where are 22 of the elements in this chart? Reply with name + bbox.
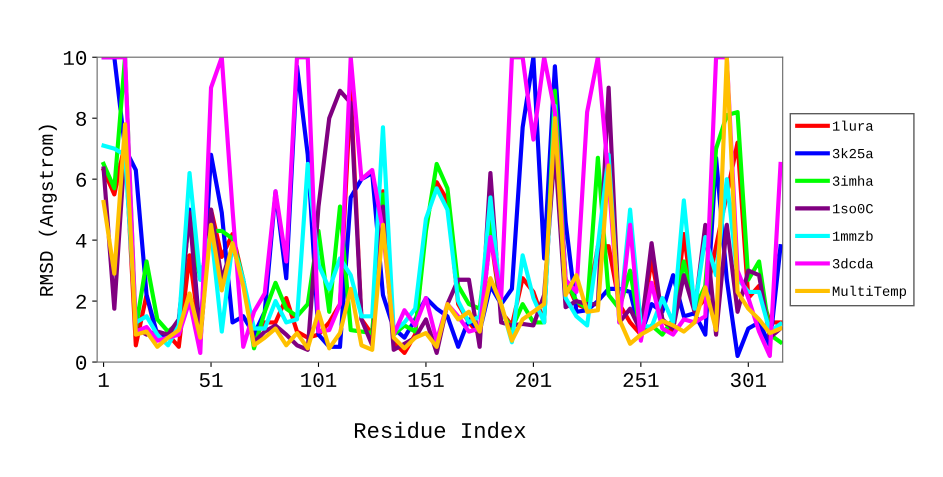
legend-label: 3dcda: [832, 258, 874, 268]
legend-label: 1lura: [832, 120, 874, 131]
x-tick-label: 101: [301, 372, 336, 388]
y-tick-label: 8: [76, 112, 86, 126]
x-tick-label: 51: [200, 373, 223, 388]
y-axis-title: RMSD (Angstrom): [38, 125, 57, 296]
y-tick-label: 10: [64, 50, 86, 65]
legend-label: 3k25a: [832, 148, 874, 158]
legend-label: 1mmzb: [832, 230, 873, 241]
x-tick-label: 151: [408, 373, 444, 388]
x-tick-label: 1: [98, 373, 109, 387]
x-tick-label: 201: [516, 372, 552, 388]
legend-label: MultiTemp: [832, 286, 906, 299]
x-axis-title: Residue Index: [354, 422, 526, 438]
y-tick-label: 0: [76, 356, 86, 370]
y-tick-label: 6: [76, 172, 86, 187]
y-tick-label: 4: [76, 234, 86, 248]
legend-label: 3imha: [832, 176, 874, 186]
x-tick-label: 251: [624, 372, 659, 388]
x-tick-label: 301: [730, 372, 766, 388]
y-tick-label: 2: [76, 294, 86, 309]
legend-label: 1so0C: [832, 204, 874, 214]
